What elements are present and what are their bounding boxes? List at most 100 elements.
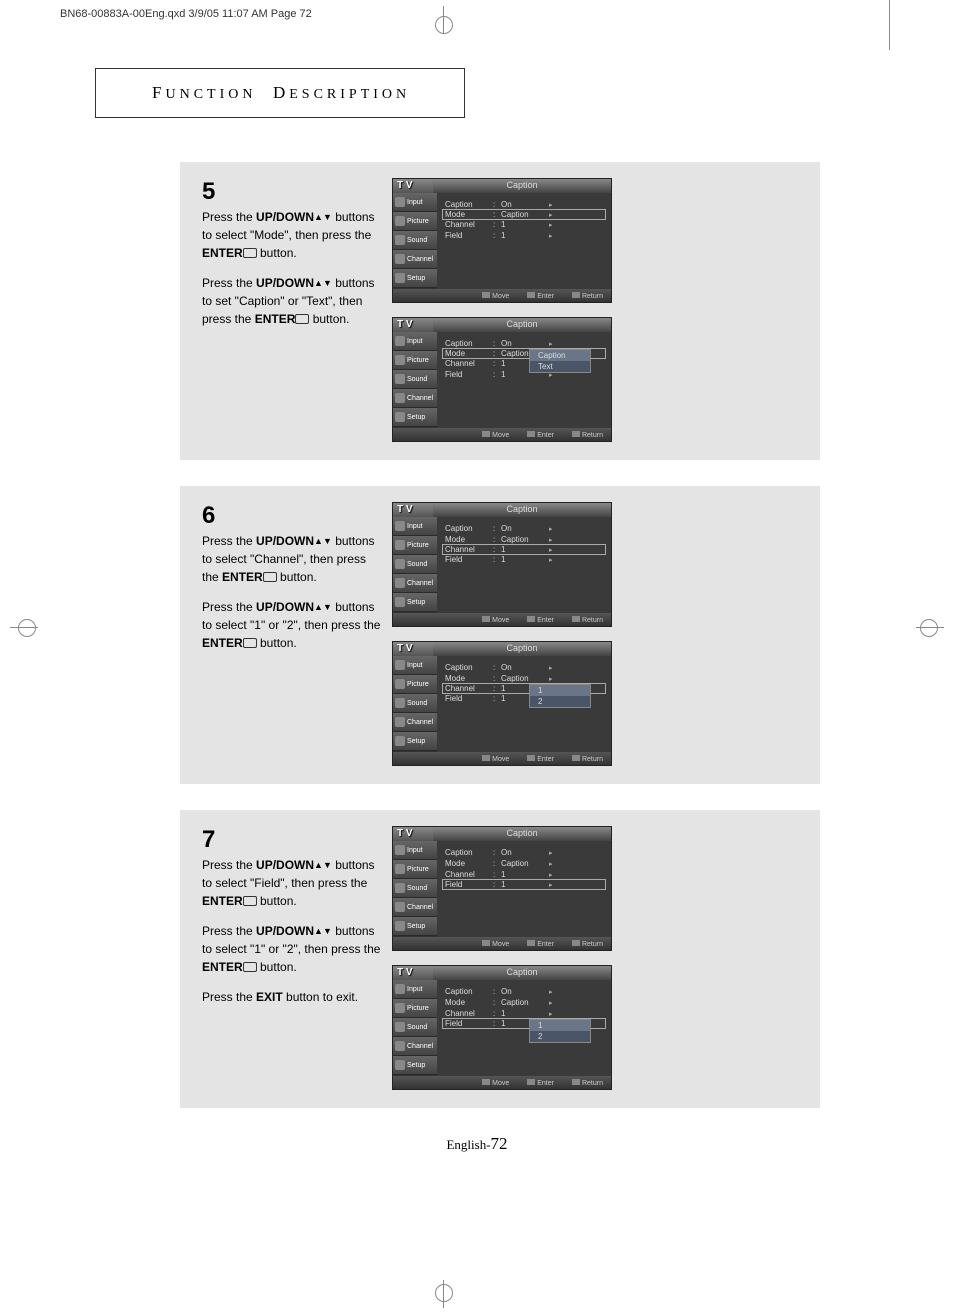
chevron-right-icon: ▸ bbox=[549, 340, 555, 348]
sidebar-item-picture[interactable]: Picture bbox=[393, 536, 437, 555]
menu-row-caption[interactable]: Caption : On ▸ bbox=[445, 662, 603, 673]
sidebar-item-sound[interactable]: Sound bbox=[393, 231, 437, 250]
sidebar-item-channel[interactable]: Channel bbox=[393, 574, 437, 593]
step-block: 7 Press the UP/DOWN▲▼ buttons to select … bbox=[180, 810, 820, 1108]
sidebar-item-channel[interactable]: Channel bbox=[393, 1037, 437, 1056]
sidebar-item-channel[interactable]: Channel bbox=[393, 389, 437, 408]
menu-title: Caption bbox=[433, 318, 611, 332]
menu-icon bbox=[395, 698, 405, 708]
sidebar-item-input[interactable]: Input bbox=[393, 656, 437, 675]
sidebar-item-picture[interactable]: Picture bbox=[393, 860, 437, 879]
cropmark-left bbox=[10, 614, 38, 642]
dropdown-option[interactable]: 2 bbox=[530, 696, 590, 707]
step-block: 6 Press the UP/DOWN▲▼ buttons to select … bbox=[180, 486, 820, 784]
sidebar-item-setup[interactable]: Setup bbox=[393, 732, 437, 751]
menu-title: Caption bbox=[433, 966, 611, 980]
menu-row-caption[interactable]: Caption : On ▸ bbox=[445, 523, 603, 534]
chevron-right-icon: ▸ bbox=[549, 556, 555, 564]
menu-icon bbox=[395, 235, 405, 245]
sidebar-item-channel[interactable]: Channel bbox=[393, 250, 437, 269]
menu-row-field[interactable]: Field : 1 ▸ bbox=[445, 230, 603, 241]
dropdown-option[interactable]: Caption bbox=[530, 350, 590, 361]
sidebar-item-input[interactable]: Input bbox=[393, 980, 437, 999]
footer-hint: Move bbox=[482, 1079, 509, 1087]
cropmark-right bbox=[916, 614, 944, 642]
sidebar-item-setup[interactable]: Setup bbox=[393, 408, 437, 427]
chevron-right-icon: ▸ bbox=[549, 536, 555, 544]
menu-row-mode[interactable]: Mode : Caption ▸ bbox=[445, 997, 603, 1008]
sidebar-item-channel[interactable]: Channel bbox=[393, 898, 437, 917]
dropdown-option[interactable]: 1 bbox=[530, 685, 590, 696]
footer-hint: Move bbox=[482, 755, 509, 763]
tv-osd-screenshot: T V Caption InputPictureSoundChannelSetu… bbox=[392, 317, 612, 442]
menu-icon bbox=[395, 273, 405, 283]
sidebar-item-input[interactable]: Input bbox=[393, 517, 437, 536]
tv-osd-screenshot: T V Caption InputPictureSoundChannelSetu… bbox=[392, 826, 612, 951]
dropdown-option[interactable]: 2 bbox=[530, 1031, 590, 1042]
step-instruction: Press the UP/DOWN▲▼ buttons to select "M… bbox=[202, 208, 382, 262]
menu-icon bbox=[395, 1022, 405, 1032]
sidebar-item-sound[interactable]: Sound bbox=[393, 555, 437, 574]
sidebar-item-channel[interactable]: Channel bbox=[393, 713, 437, 732]
chevron-right-icon: ▸ bbox=[549, 546, 555, 554]
tv-menu-main: Caption : On ▸ Mode : Caption ▸ Channel … bbox=[437, 980, 611, 1076]
sidebar-item-sound[interactable]: Sound bbox=[393, 370, 437, 389]
sidebar-item-sound[interactable]: Sound bbox=[393, 879, 437, 898]
tv-footer: MoveEnterReturn bbox=[393, 937, 611, 950]
tv-tab: T V bbox=[393, 179, 433, 193]
dropdown-option[interactable]: 1 bbox=[530, 1020, 590, 1031]
dropdown-option[interactable]: Text bbox=[530, 361, 590, 372]
footer-hint: Move bbox=[482, 292, 509, 300]
sidebar-item-input[interactable]: Input bbox=[393, 332, 437, 351]
menu-title: Caption bbox=[433, 827, 611, 841]
tv-tab: T V bbox=[393, 503, 433, 517]
section-title: FUNCTION DESCRIPTION bbox=[95, 68, 465, 118]
sidebar-item-setup[interactable]: Setup bbox=[393, 269, 437, 288]
sidebar-item-sound[interactable]: Sound bbox=[393, 694, 437, 713]
sidebar-item-setup[interactable]: Setup bbox=[393, 1056, 437, 1075]
menu-icon bbox=[395, 197, 405, 207]
sidebar-item-input[interactable]: Input bbox=[393, 193, 437, 212]
menu-row-field[interactable]: Field : 1 ▸ bbox=[442, 879, 606, 890]
sidebar-item-picture[interactable]: Picture bbox=[393, 351, 437, 370]
sidebar-item-sound[interactable]: Sound bbox=[393, 1018, 437, 1037]
menu-icon bbox=[395, 1041, 405, 1051]
tv-sidebar: InputPictureSoundChannelSetup bbox=[393, 332, 437, 428]
chevron-right-icon: ▸ bbox=[549, 988, 555, 996]
menu-icon bbox=[395, 521, 405, 531]
sidebar-item-input[interactable]: Input bbox=[393, 841, 437, 860]
tv-footer: MoveEnterReturn bbox=[393, 1076, 611, 1089]
step-instruction: Press the UP/DOWN▲▼ buttons to select "1… bbox=[202, 598, 382, 652]
tv-footer: MoveEnterReturn bbox=[393, 428, 611, 441]
chevron-right-icon: ▸ bbox=[549, 525, 555, 533]
chevron-right-icon: ▸ bbox=[549, 232, 555, 240]
step-instruction: Press the EXIT button to exit. bbox=[202, 988, 382, 1006]
menu-row-caption[interactable]: Caption : On ▸ bbox=[445, 847, 603, 858]
menu-title: Caption bbox=[433, 642, 611, 656]
sidebar-item-picture[interactable]: Picture bbox=[393, 212, 437, 231]
menu-row-caption[interactable]: Caption : On ▸ bbox=[445, 986, 603, 997]
chevron-right-icon: ▸ bbox=[549, 201, 555, 209]
chevron-right-icon: ▸ bbox=[549, 1010, 555, 1018]
menu-icon bbox=[395, 717, 405, 727]
tv-tab: T V bbox=[393, 827, 433, 841]
menu-icon bbox=[395, 984, 405, 994]
sidebar-item-picture[interactable]: Picture bbox=[393, 999, 437, 1018]
footer-hint: Enter bbox=[527, 292, 554, 300]
menu-row-channel[interactable]: Channel : 1 ▸ bbox=[445, 219, 603, 230]
menu-icon bbox=[395, 336, 405, 346]
chevron-right-icon: ▸ bbox=[549, 849, 555, 857]
menu-icon bbox=[395, 412, 405, 422]
sidebar-item-picture[interactable]: Picture bbox=[393, 675, 437, 694]
menu-icon bbox=[395, 578, 405, 588]
sidebar-item-setup[interactable]: Setup bbox=[393, 917, 437, 936]
tv-menu-main: Caption : On ▸ Mode : Caption ▸ Channel … bbox=[437, 841, 611, 937]
menu-row-field[interactable]: Field : 1 ▸ bbox=[445, 554, 603, 565]
tv-osd-screenshot: T V Caption InputPictureSoundChannelSetu… bbox=[392, 502, 612, 627]
step-instruction: Press the UP/DOWN▲▼ buttons to select "F… bbox=[202, 856, 382, 910]
tv-sidebar: InputPictureSoundChannelSetup bbox=[393, 656, 437, 752]
menu-row-mode[interactable]: Mode : Caption ▸ bbox=[445, 858, 603, 869]
sidebar-item-setup[interactable]: Setup bbox=[393, 593, 437, 612]
chevron-right-icon: ▸ bbox=[549, 211, 555, 219]
tv-osd-screenshot: T V Caption InputPictureSoundChannelSetu… bbox=[392, 178, 612, 303]
